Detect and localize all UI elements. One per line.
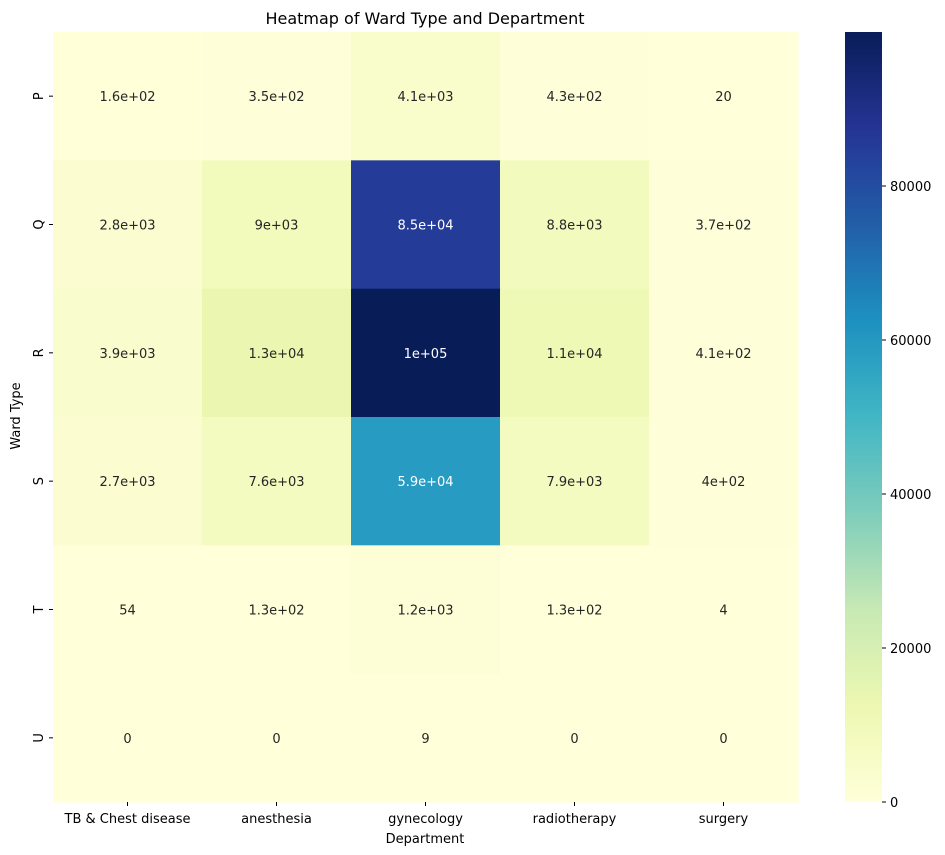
cell-value-label: 7.9e+03 <box>546 475 602 490</box>
cell-value-label: 8.8e+03 <box>546 219 602 234</box>
heatmap-cell-S-4 <box>649 417 799 546</box>
cell-value-label: 1.2e+03 <box>397 604 453 619</box>
heatmap-cell-U-1 <box>202 673 352 803</box>
cell-value-label: 7.6e+03 <box>248 475 304 490</box>
cell-value-label: 0 <box>719 732 727 747</box>
cell-value-label: 1.3e+02 <box>248 604 304 619</box>
cell-value-label: 1e+05 <box>404 347 448 362</box>
heatmap-cell-P-2 <box>351 32 501 161</box>
colorbar-tick-label: 0 <box>890 796 898 811</box>
heatmap-cell-U-3 <box>500 673 650 803</box>
cell-value-label: 4 <box>719 604 727 619</box>
heatmap-cell-Q-3 <box>500 160 650 290</box>
y-tick-label: T <box>32 605 47 614</box>
heatmap-cell-U-0 <box>53 673 203 803</box>
y-tick-label: S <box>32 477 47 485</box>
colorbar-ticks: 0 20000 40000 60000 80000 <box>882 180 931 811</box>
heatmap-cell-Q-2 <box>351 160 501 290</box>
cell-value-label: 5.9e+04 <box>397 475 453 490</box>
heatmap-cell-P-1 <box>202 32 352 161</box>
y-axis: P Q R S T U <box>32 92 53 743</box>
colorbar-tick-label: 40000 <box>890 488 931 503</box>
heatmap-cell-P-4 <box>649 32 799 161</box>
y-tick-label: U <box>32 733 47 743</box>
heatmap-cell-R-2 <box>351 288 501 418</box>
heatmap-cell-R-3 <box>500 288 650 418</box>
y-tick-label: P <box>32 92 47 100</box>
colorbar-tick-label: 80000 <box>890 180 931 195</box>
heatmap-cell-R-1 <box>202 288 352 418</box>
y-tick-label: Q <box>32 219 47 229</box>
colorbar-tick-label: 20000 <box>890 642 931 657</box>
x-tick-label: surgery <box>699 812 749 827</box>
x-tick-label: anesthesia <box>241 812 312 827</box>
heatmap-cells <box>53 32 799 803</box>
cell-value-label: 4.1e+02 <box>695 347 751 362</box>
cell-value-label: 0 <box>123 732 131 747</box>
heatmap-cell-Q-0 <box>53 160 203 290</box>
heatmap-cell-Q-4 <box>649 160 799 290</box>
cell-value-label: 20 <box>715 90 732 105</box>
heatmap-cell-U-2 <box>351 673 501 803</box>
cell-value-label: 3.5e+02 <box>248 90 304 105</box>
heatmap-cell-T-1 <box>202 545 352 675</box>
y-tick-label: R <box>32 348 47 357</box>
x-axis-label: Department <box>386 832 465 847</box>
heatmap-cell-R-0 <box>53 288 203 418</box>
cell-value-label: 0 <box>570 732 578 747</box>
x-tick-label: radiotherapy <box>533 812 617 827</box>
colorbar <box>845 32 882 802</box>
cell-value-label: 1.3e+04 <box>248 347 304 362</box>
heatmap-cell-S-1 <box>202 417 352 546</box>
heatmap-cell-P-0 <box>53 32 203 161</box>
x-tick-label: TB & Chest disease <box>64 812 191 827</box>
heatmap-cell-S-3 <box>500 417 650 546</box>
heatmap-cell-Q-1 <box>202 160 352 290</box>
heatmap-cell-labels: 1.6e+02 3.5e+02 4.1e+03 4.3e+02 20 2.8e+03 9e+… <box>99 90 751 747</box>
cell-value-label: 8.5e+04 <box>397 219 453 234</box>
cell-value-label: 9e+03 <box>255 219 299 234</box>
cell-value-label: 3.7e+02 <box>695 219 751 234</box>
heatmap-cell-T-2 <box>351 545 501 675</box>
heatmap-cell-U-4 <box>649 673 799 803</box>
cell-value-label: 54 <box>119 604 136 619</box>
colorbar-tick-label: 60000 <box>890 334 931 349</box>
cell-value-label: 4.1e+03 <box>397 90 453 105</box>
cell-value-label: 4e+02 <box>702 475 746 490</box>
cell-value-label: 1.3e+02 <box>546 604 602 619</box>
cell-value-label: 0 <box>272 732 280 747</box>
cell-value-label: 9 <box>421 732 429 747</box>
heatmap-cell-P-3 <box>500 32 650 161</box>
cell-value-label: 2.8e+03 <box>99 219 155 234</box>
cell-value-label: 4.3e+02 <box>546 90 602 105</box>
cell-value-label: 2.7e+03 <box>99 475 155 490</box>
heatmap-cell-T-0 <box>53 545 203 675</box>
x-tick-label: gynecology <box>388 812 463 827</box>
heatmap-cell-S-2 <box>351 417 501 546</box>
cell-value-label: 3.9e+03 <box>99 347 155 362</box>
heatmap-cell-T-3 <box>500 545 650 675</box>
x-axis: TB & Chest disease anesthesia gynecology ra… <box>64 802 749 827</box>
heatmap-cell-R-4 <box>649 288 799 418</box>
heatmap-cell-S-0 <box>53 417 203 546</box>
y-axis-label: Ward Type <box>9 382 24 449</box>
heatmap-cell-T-4 <box>649 545 799 675</box>
cell-value-label: 1.1e+04 <box>546 347 602 362</box>
chart-title: Heatmap of Ward Type and Department <box>265 9 584 28</box>
cell-value-label: 1.6e+02 <box>99 90 155 105</box>
